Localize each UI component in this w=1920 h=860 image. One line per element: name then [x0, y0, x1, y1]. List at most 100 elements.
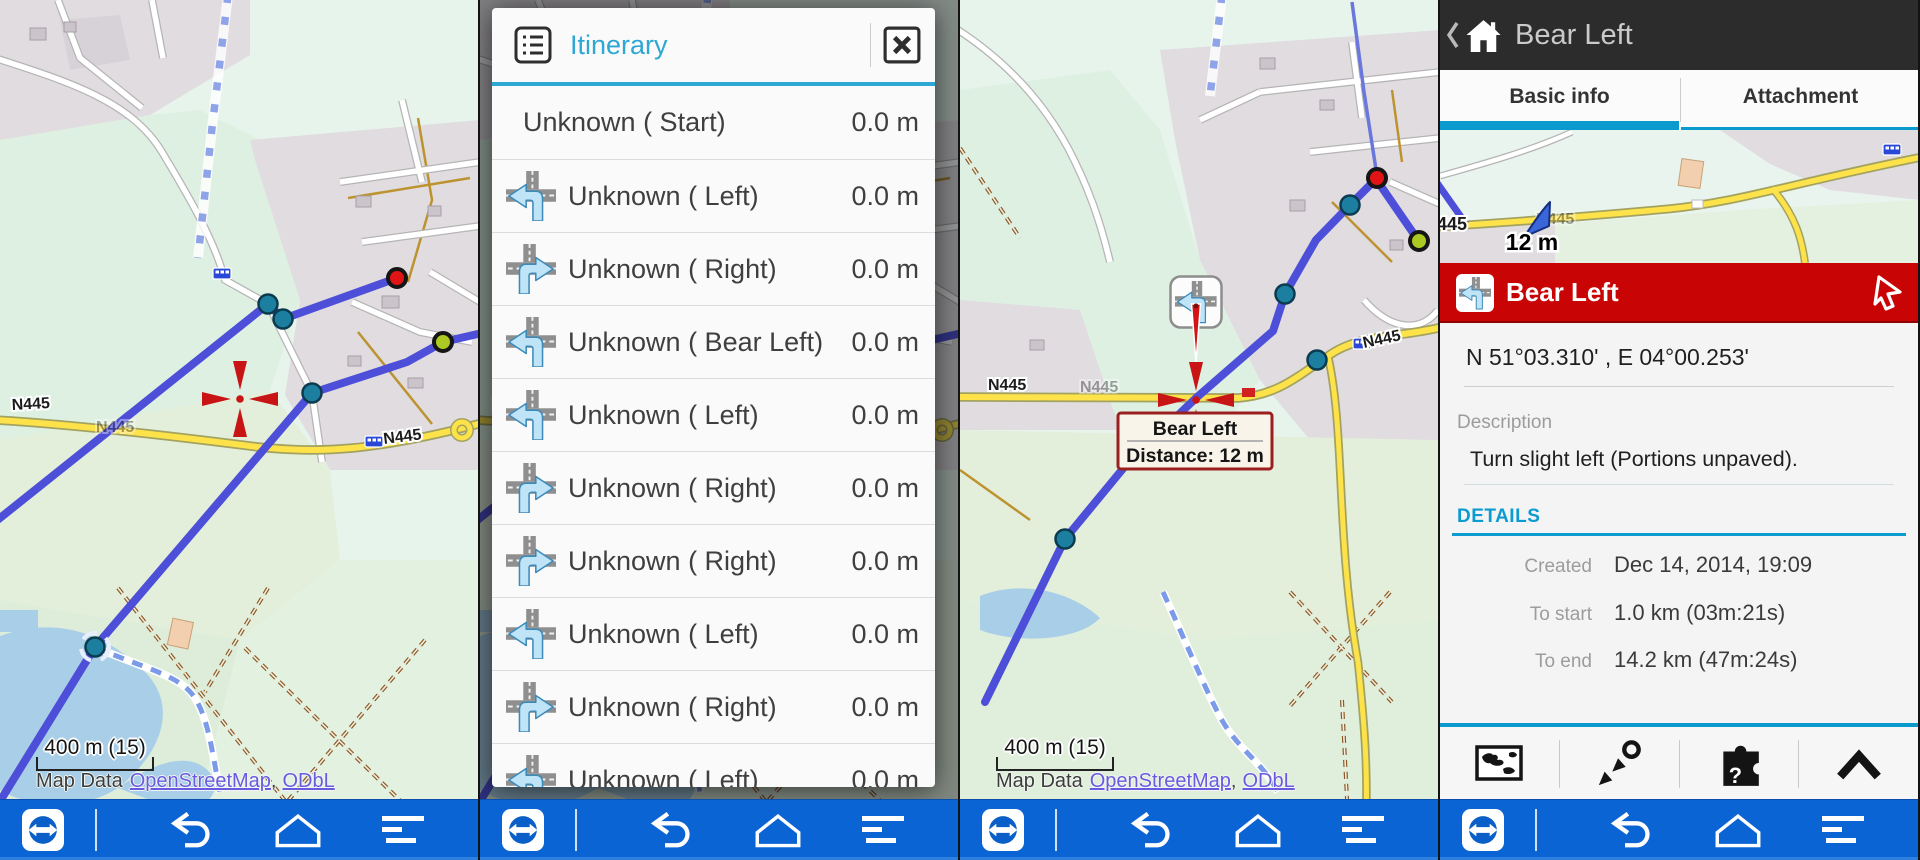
waypoint-marker[interactable] — [1408, 230, 1430, 252]
turn-left-icon — [506, 755, 556, 787]
bus-stop-icon — [1882, 143, 1902, 156]
itinerary-item[interactable]: Unknown ( Left) 0.0 m — [492, 159, 935, 232]
turn-left-icon — [506, 317, 556, 367]
list-icon — [514, 26, 552, 64]
itinerary-item[interactable]: Unknown ( Right) 0.0 m — [492, 670, 935, 743]
home-button[interactable] — [1708, 811, 1768, 849]
itinerary-item[interactable]: Unknown ( Right) 0.0 m — [492, 524, 935, 597]
detail-toolbar — [1440, 727, 1918, 800]
odbl-link[interactable]: ODbL — [282, 770, 335, 792]
openstreetmap-link[interactable]: OpenStreetMap — [1089, 770, 1231, 792]
map-view[interactable]: N445 N445 N445 — [0, 0, 480, 800]
chevron-up-icon — [1835, 740, 1883, 788]
turn-right-icon — [506, 244, 556, 294]
back-button[interactable] — [1598, 809, 1654, 851]
coordinates: N 51°03.310' , E 04°00.253' — [1466, 344, 1749, 370]
point-banner: Bear Left — [1440, 263, 1918, 323]
road-label: N445 — [382, 426, 422, 448]
tab-label: Basic info — [1509, 85, 1610, 108]
map-callout[interactable]: Bear Left Distance: 12 m — [1116, 411, 1274, 471]
map-attribution: Map Data OpenStreetMap, ODbL — [36, 770, 335, 793]
tab-basic-info[interactable]: Basic info — [1440, 70, 1679, 130]
divider — [1464, 484, 1894, 485]
map-scale-label: 400 m (15) — [44, 736, 146, 759]
itinerary-item[interactable]: Unknown ( Start) 0.0 m — [492, 86, 935, 159]
itinerary-item-label: Unknown ( Left) — [568, 618, 759, 649]
teamviewer-icon[interactable] — [502, 809, 544, 851]
menu-button[interactable] — [382, 812, 426, 848]
home-button[interactable] — [268, 811, 328, 849]
home-icon[interactable] — [1465, 19, 1502, 53]
tab-attachment[interactable]: Attachment — [1681, 70, 1918, 130]
back-button[interactable] — [638, 809, 694, 851]
teamviewer-icon[interactable] — [22, 809, 64, 851]
distance-label: 12 m — [1506, 229, 1558, 255]
show-on-map-button[interactable] — [1440, 727, 1559, 800]
details-heading: DETAILS — [1457, 506, 1541, 527]
detail-row-label: Created — [1524, 556, 1592, 577]
photo-point-marker[interactable] — [1366, 167, 1388, 189]
mini-map[interactable]: N445 N445 12 m — [1440, 130, 1920, 263]
back-button[interactable] — [1118, 809, 1174, 851]
chevron-left-icon[interactable] — [1446, 21, 1460, 49]
teamviewer-icon[interactable] — [982, 809, 1024, 851]
page-title: Bear Left — [1515, 19, 1633, 51]
tab-bar: Basic info Attachment — [1440, 70, 1918, 130]
road-label: N445 — [96, 419, 134, 436]
waypoint-marker[interactable] — [432, 331, 454, 353]
itinerary-item[interactable]: Unknown ( Left) 0.0 m — [492, 597, 935, 670]
system-navigation-bar — [960, 799, 1438, 860]
map-view[interactable]: N445 N445 N445 Bear Left Distance: 12 m — [960, 0, 1440, 800]
menu-button[interactable] — [862, 812, 906, 848]
toolbar-divider — [1798, 739, 1800, 788]
photo-point-marker[interactable] — [386, 267, 408, 289]
navbar-divider — [575, 809, 577, 851]
close-button[interactable] — [883, 26, 921, 64]
turn-left-icon — [1456, 274, 1494, 312]
menu-button[interactable] — [1822, 812, 1866, 848]
toolbar-accent-line — [1440, 723, 1918, 727]
itinerary-item[interactable]: Unknown ( Right) 0.0 m — [492, 232, 935, 305]
navbar-divider — [95, 809, 97, 851]
teamviewer-icon[interactable] — [1462, 809, 1504, 851]
details-underline — [1452, 533, 1906, 536]
turn-right-icon — [506, 536, 556, 586]
navbar-divider — [1535, 809, 1537, 851]
attribution-text: Map Data — [996, 770, 1083, 792]
attribution-text: Map Data — [36, 770, 123, 792]
detail-row-label: To end — [1534, 651, 1592, 672]
system-navigation-bar — [1440, 799, 1918, 860]
system-navigation-bar — [480, 799, 958, 860]
guide-to-button[interactable] — [1560, 727, 1679, 800]
itinerary-item-label: Unknown ( Left) — [568, 180, 759, 211]
itinerary-item-distance: 0.0 m — [851, 472, 919, 503]
tab-divider — [1679, 78, 1681, 122]
itinerary-list[interactable]: Unknown ( Start) 0.0 m Unknown ( Left) 0… — [492, 86, 935, 787]
itinerary-item-distance: 0.0 m — [851, 180, 919, 211]
itinerary-item-distance: 0.0 m — [851, 253, 919, 284]
menu-button[interactable] — [1342, 812, 1386, 848]
openstreetmap-link[interactable]: OpenStreetMap — [129, 770, 271, 792]
back-button[interactable] — [158, 809, 214, 851]
odbl-link[interactable]: ODbL — [1242, 770, 1295, 792]
itinerary-item[interactable]: Unknown ( Left) 0.0 m — [492, 743, 935, 787]
itinerary-item-distance: 0.0 m — [851, 545, 919, 576]
itinerary-item-label: Unknown ( Right) — [568, 691, 777, 722]
itinerary-item[interactable]: Unknown ( Left) 0.0 m — [492, 378, 935, 451]
collapse-button[interactable] — [1799, 727, 1918, 800]
detail-row-value: Dec 14, 2014, 19:09 — [1614, 552, 1813, 577]
toolbar-divider — [1678, 739, 1680, 788]
turn-left-icon — [506, 171, 556, 221]
itinerary-dialog: Itinerary Unknown ( Start) 0.0 m Unknown… — [492, 8, 935, 787]
dialog-title: Itinerary — [570, 30, 668, 60]
detail-row: To end 14.2 km (47m:24s) — [1440, 647, 1918, 677]
map-scale-bracket — [996, 757, 1114, 771]
tab-label: Attachment — [1742, 85, 1859, 108]
home-button[interactable] — [748, 811, 808, 849]
itinerary-item[interactable]: Unknown ( Right) 0.0 m — [492, 451, 935, 524]
select-cursor-icon[interactable] — [1866, 273, 1906, 313]
addon-button[interactable] — [1680, 727, 1799, 800]
itinerary-item[interactable]: Unknown ( Bear Left) 0.0 m — [492, 305, 935, 378]
home-button[interactable] — [1228, 811, 1288, 849]
attribution-separator: , — [1230, 770, 1237, 792]
